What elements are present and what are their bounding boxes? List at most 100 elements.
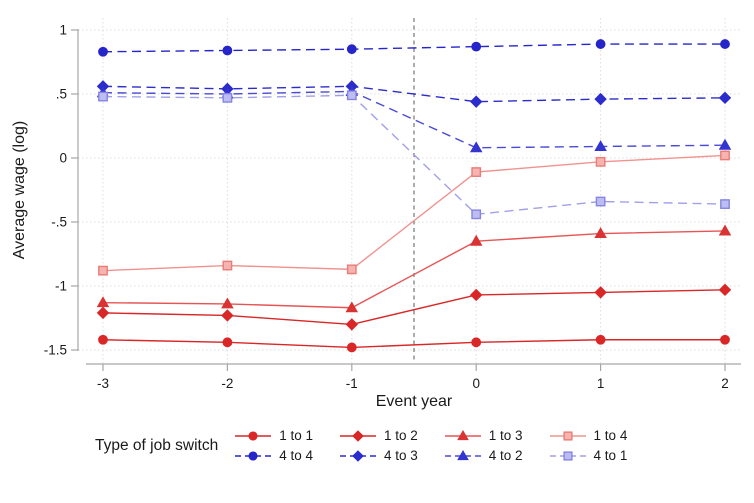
marker-diamond [469,95,483,108]
series-line-4-to-2 [102,90,726,149]
marker-square [222,260,233,271]
marker-circle [471,41,482,52]
marker-triangle [469,234,483,246]
y-tick-label: -1 [55,279,67,294]
marker-square [562,430,573,441]
series-layer [96,39,732,353]
marker-square [595,156,606,167]
legend-item-label: 1 to 2 [383,428,418,443]
legend-item-1-to-3: 1 to 3 [444,428,523,443]
legend-title: Type of job switch [95,436,219,454]
legend-item-1-to-1: 1 to 1 [234,428,313,443]
marker-diamond [345,318,359,331]
y-tick-label: 1 [59,23,67,38]
legend: Type of job switch 1 to 1 4 to 4 1 to 2 4 t… [95,428,754,463]
marker-square [222,92,233,103]
legend-item-label: 1 to 4 [593,428,628,443]
marker-square [562,450,573,461]
marker-diamond [96,306,110,320]
marker-diamond [221,309,234,322]
legend-item-label: 4 to 2 [488,448,523,463]
marker-triangle [718,138,732,150]
y-tick-label: 0 [59,151,67,166]
marker-circle [720,39,730,49]
legend-key-square-icon [549,430,586,441]
series-line-1-to-3 [102,230,726,309]
marker-triangle [718,224,732,236]
legend-key-circle-icon [235,450,272,461]
legend-item-1-to-4: 1 to 4 [549,428,628,443]
y-tick-label: -.5 [51,215,67,230]
marker-square [595,196,606,207]
grid-layer [78,18,741,363]
marker-triangle [345,301,359,313]
x-axis-label: Event year [376,393,453,410]
marker-square [98,265,108,276]
marker-circle [98,46,108,57]
marker-triangle [456,429,469,440]
y-axis-label: Average wage (log) [11,121,28,259]
x-tick-label: -2 [221,376,233,391]
marker-triangle [594,227,607,239]
marker-diamond [718,91,732,105]
legend-item-label: 1 to 1 [279,428,313,443]
marker-triangle [96,296,110,308]
marker-square [346,264,357,275]
tick-label-layer: -3 -2 -1 0 1 2 1 .5 0 -.5 -1 -1.5 [44,23,729,392]
marker-diamond [352,449,364,462]
y-tick-label: -1.5 [44,343,67,358]
marker-diamond [594,286,607,299]
y-tick-label: .5 [56,87,67,102]
marker-square [720,150,730,161]
series-line-1-to-4 [102,154,726,272]
x-tick-label: -1 [346,376,358,391]
legend-key-circle-icon [235,430,272,441]
wage-chart: -3 -2 -1 0 1 2 1 .5 0 -.5 -1 -1.5 Event year Averag… [11,18,741,410]
marker-triangle [456,449,469,460]
marker-diamond [352,429,364,442]
marker-diamond [594,92,607,106]
legend-item-label: 4 to 3 [383,448,418,463]
marker-square [346,90,357,101]
marker-diamond [718,283,732,297]
marker-circle [595,39,606,49]
series-line-4-to-1 [102,94,726,216]
marker-circle [346,44,357,55]
legend-item-4-to-4: 4 to 4 [234,448,313,463]
legend-grid: 1 to 1 4 to 4 1 to 2 4 to 3 1 to 3 4 to 2 1 to… [234,428,627,463]
marker-circle [471,337,482,348]
legend-item-label: 4 to 1 [593,448,628,463]
marker-square [98,91,108,102]
marker-circle [595,334,606,345]
marker-triangle [594,140,607,151]
x-tick-label: -3 [97,376,109,391]
legend-item-label: 4 to 4 [279,448,313,463]
legend-key-triangle-icon [444,449,481,460]
marker-diamond [469,288,483,302]
marker-circle [248,450,258,461]
x-tick-label: 0 [472,376,480,391]
marker-square [720,199,730,209]
legend-item-label: 1 to 3 [488,428,523,443]
x-tick-label: 1 [597,376,605,391]
legend-item-1-to-2: 1 to 2 [339,428,418,443]
legend-key-diamond-icon [339,449,376,462]
marker-triangle [221,297,234,309]
legend-key-square-icon [549,450,586,461]
series-line-1-to-2 [102,289,726,326]
marker-triangle [469,141,483,153]
marker-circle [222,45,233,56]
series-line-4-to-4 [102,43,725,53]
legend-key-diamond-icon [339,429,376,442]
axis-layer [71,29,741,371]
series-line-4-to-3 [102,85,726,103]
legend-key-triangle-icon [444,429,481,440]
marker-circle [720,334,730,345]
marker-circle [346,342,357,353]
x-tick-label: 2 [721,376,729,391]
marker-circle [248,430,258,441]
legend-item-4-to-3: 4 to 3 [339,448,418,463]
marker-circle [222,337,233,348]
legend-item-4-to-2: 4 to 2 [444,448,523,463]
